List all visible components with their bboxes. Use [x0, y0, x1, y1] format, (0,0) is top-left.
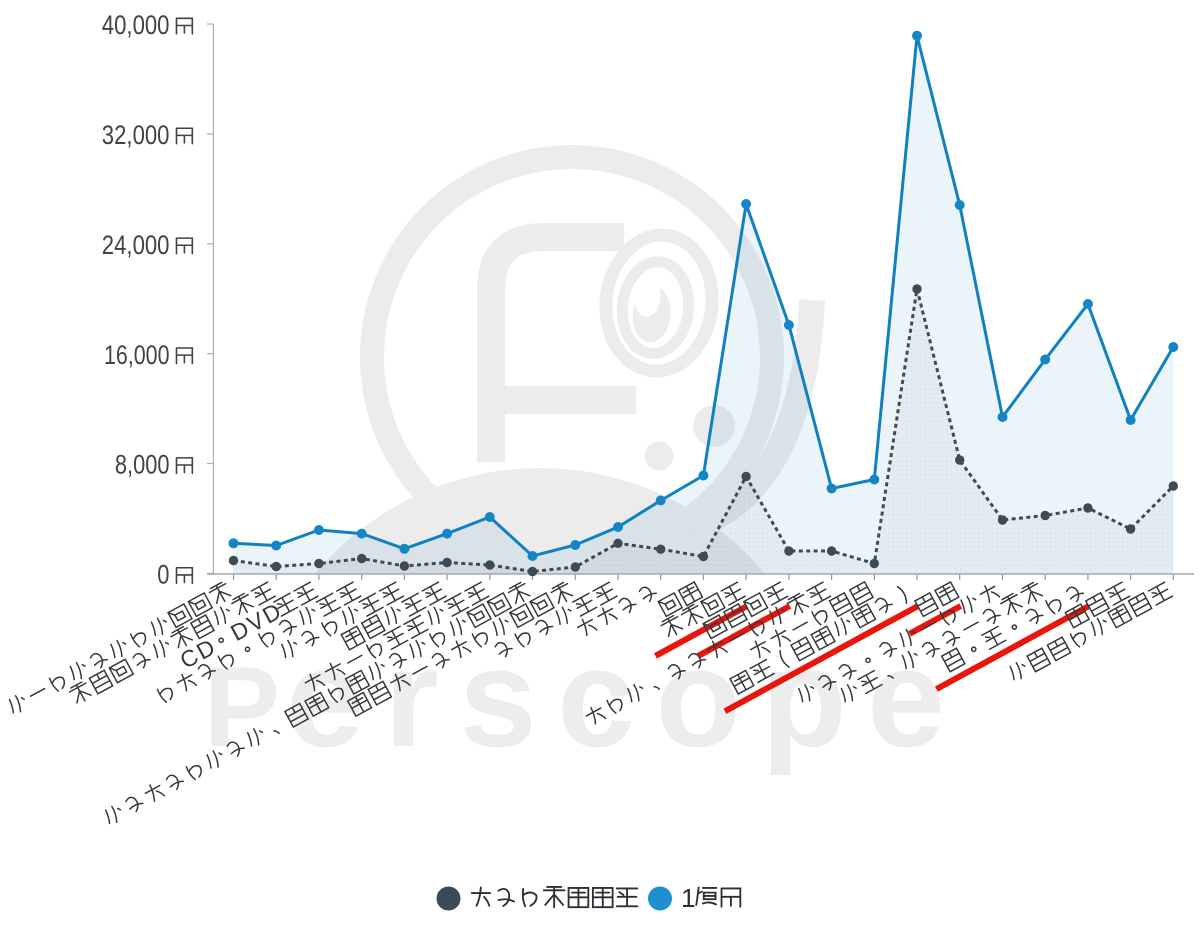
svg-text:erscope: erscope [286, 619, 965, 776]
svg-text:24,000: 24,000 [102, 230, 170, 260]
svg-text:40,000: 40,000 [102, 10, 170, 40]
svg-text:0: 0 [157, 560, 169, 590]
svg-text:1: 1 [681, 883, 696, 913]
svg-text:32,000: 32,000 [102, 120, 170, 150]
svg-text:P: P [204, 644, 280, 771]
svg-text:16,000: 16,000 [104, 340, 170, 370]
svg-text:8,000: 8,000 [115, 450, 170, 480]
